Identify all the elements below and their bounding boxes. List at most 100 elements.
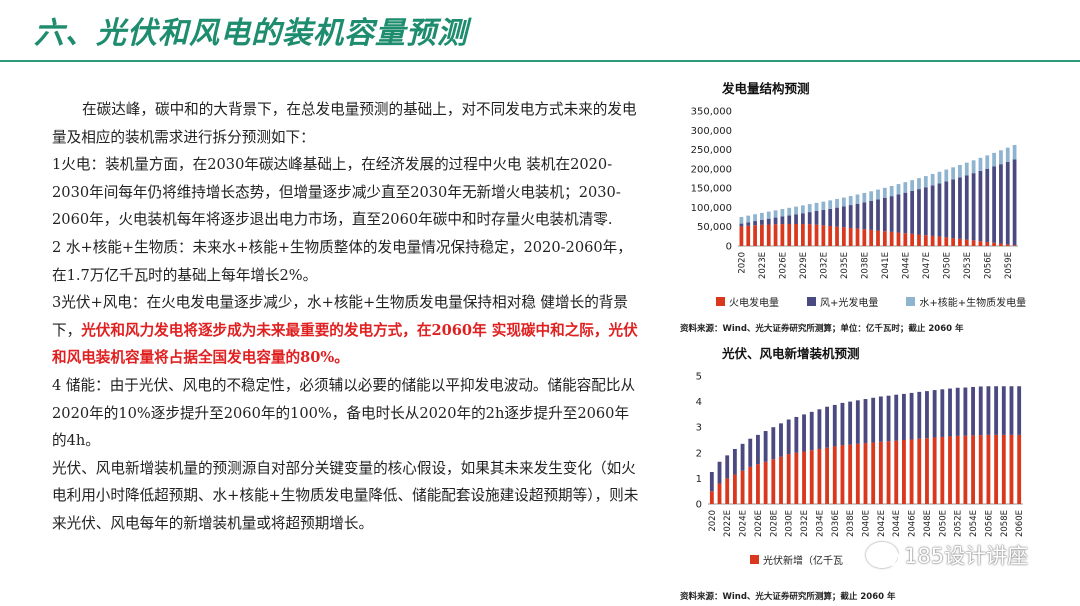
chart2-bar-1: [932, 390, 937, 438]
chart2-bar-0: [763, 461, 768, 504]
legend-swatch-hydro: [906, 297, 916, 306]
chart2-xtick-label: 2040E: [862, 510, 872, 537]
legend-item-thermal: 火电发电量: [716, 294, 779, 309]
paragraph-solar-wind: 3光伏+风电：在火电发电量逐步减少，水+核能+生物质发电量保持相对稳 健增长的背…: [52, 289, 642, 372]
chart1-plot: 0 50,000 100,000 150,000 200,000 250,000 300,0…: [691, 107, 1018, 279]
chart1-bar-1: [855, 203, 860, 229]
chart1-bar-2: [944, 169, 949, 182]
chart1-xtick-label: 2056E: [983, 252, 993, 279]
chart1-ytick-label: 300,000: [691, 126, 732, 137]
chart1-xtick-label: 2023E: [758, 252, 768, 279]
chart2-xtick-label: 2020: [708, 510, 718, 532]
chart1-bar-0: [766, 224, 771, 246]
chart2-xtick-label: 2056E: [984, 510, 994, 537]
chart1-bar-0: [958, 238, 962, 246]
chart1-bar-0: [848, 227, 853, 246]
chart2-bar-1: [986, 386, 991, 435]
chart2-bar-0: [917, 438, 922, 504]
chart2-bar-0: [955, 435, 960, 504]
chart1-bar-1: [862, 202, 867, 230]
chart1-xtick-label: 2041E: [881, 252, 891, 279]
chart1-bar-0: [780, 224, 785, 246]
chart2-ytick-label: 5: [696, 372, 702, 383]
chart1-bar-2: [992, 152, 996, 167]
chart1-bar-1: [753, 221, 757, 226]
chart1-bar-1: [923, 187, 928, 236]
chart1-bar-1: [937, 183, 942, 237]
chart2-title: 光伏、风电新增装机预测: [722, 346, 860, 361]
chart2-bar-1: [717, 461, 722, 484]
chart1-bar-1: [766, 218, 771, 225]
chart2-xtick-label: 2024E: [739, 510, 749, 537]
chart1-bar-1: [814, 211, 819, 225]
chart2-bar-0: [894, 440, 899, 504]
chart2-bar-1: [1017, 386, 1022, 435]
chart1-bar-2: [999, 150, 1003, 165]
chart1-ytick-label: 150,000: [691, 184, 732, 195]
chart1-bar-1: [821, 209, 826, 226]
legend-label-hydro: 水+核能+生物质发电量: [919, 298, 1027, 309]
paragraph-solar-wind-text: 3光伏+风电：在火电发电量逐步减少，水+核能+生物质发电量保持相对稳 健增长的背…: [52, 294, 628, 339]
chart2-bar-1: [948, 388, 952, 437]
chart1-bar-0: [889, 231, 894, 246]
chart2-source: 资料来源：Wind、光大证券研究所测算；截止 2060 年: [680, 592, 896, 602]
chart2-bar-0: [1017, 434, 1022, 504]
chart2-bar-1: [817, 409, 822, 449]
chart1-bar-2: [971, 160, 976, 174]
chart1-ytick-label: 350,000: [691, 107, 732, 118]
chart2-bar-1: [709, 472, 714, 492]
chart1-bar-2: [1012, 144, 1017, 160]
chart2-xtick-label: 2032E: [800, 510, 810, 537]
chart1-bar-2: [923, 176, 928, 188]
chart1-bar-0: [821, 225, 826, 246]
legend-item-hydro: 水+核能+生物质发电量: [906, 294, 1026, 309]
chart2-bar-1: [894, 394, 899, 441]
chart2-bar-0: [740, 470, 745, 504]
chart2-xtick-label: 2034E: [815, 510, 825, 537]
chart1-bar-2: [835, 198, 839, 208]
chart1-bar-0: [944, 237, 949, 246]
body-text: 在碳达峰，碳中和的大背景下，在总发电量预测的基础上，对不同发电方式未来的发电量及…: [52, 96, 642, 538]
chart1-xtick-label: 2050E: [942, 252, 952, 279]
chart1-bar-0: [923, 235, 928, 246]
chart1-legend: 火电发电量 风+光发电量 水+核能+生物质发电量: [716, 294, 1048, 309]
chart1-bar-1: [841, 206, 846, 228]
chart1-bar-1: [835, 207, 839, 227]
chart1-bar-0: [903, 233, 908, 246]
chart1-bar-2: [978, 157, 983, 171]
chart1-bar-0: [794, 224, 798, 246]
chart2-bar-1: [771, 427, 776, 460]
chart2-bar-1: [825, 406, 830, 448]
chart2-bar-0: [978, 435, 983, 504]
chart2-bar-0: [840, 445, 845, 504]
chart1-bar-2: [746, 215, 751, 223]
chart1-bar-2: [773, 210, 778, 218]
chart2-bar-0: [963, 435, 968, 504]
chart1-bar-1: [773, 217, 778, 225]
chart1-bar-0: [930, 235, 935, 246]
chart1-bar-0: [855, 228, 860, 246]
chart1-bar-2: [801, 205, 805, 214]
chart2-bar-0: [786, 454, 791, 504]
chart1-bar-0: [917, 234, 921, 246]
chart1-bar-2: [794, 206, 798, 215]
chart1-bar-2: [889, 185, 894, 197]
chart1-bar-1: [944, 181, 949, 238]
chart1-xtick-label: 2059E: [1004, 252, 1014, 279]
chart1-bar-2: [937, 171, 942, 184]
chart1-bar-2: [964, 162, 969, 176]
chart1-bar-1: [985, 168, 990, 242]
chart1-bar-0: [992, 242, 996, 246]
chart1-bar-1: [760, 219, 764, 225]
chart1-bar-2: [917, 178, 921, 190]
chart1-bar-1: [876, 199, 880, 231]
chart2-bar-1: [863, 399, 868, 444]
chart2-bar-0: [886, 441, 891, 504]
watermark: 185设计讲座: [866, 540, 1028, 570]
chart2-legend: 光伏新增（亿千瓦: [750, 552, 865, 567]
chart2-bar-0: [1009, 434, 1014, 504]
chart1-bar-0: [828, 225, 833, 246]
chart2-bar-1: [917, 391, 922, 439]
legend-item-solar-new: 光伏新增（亿千瓦: [750, 552, 843, 567]
chart2-bar-0: [901, 440, 906, 504]
